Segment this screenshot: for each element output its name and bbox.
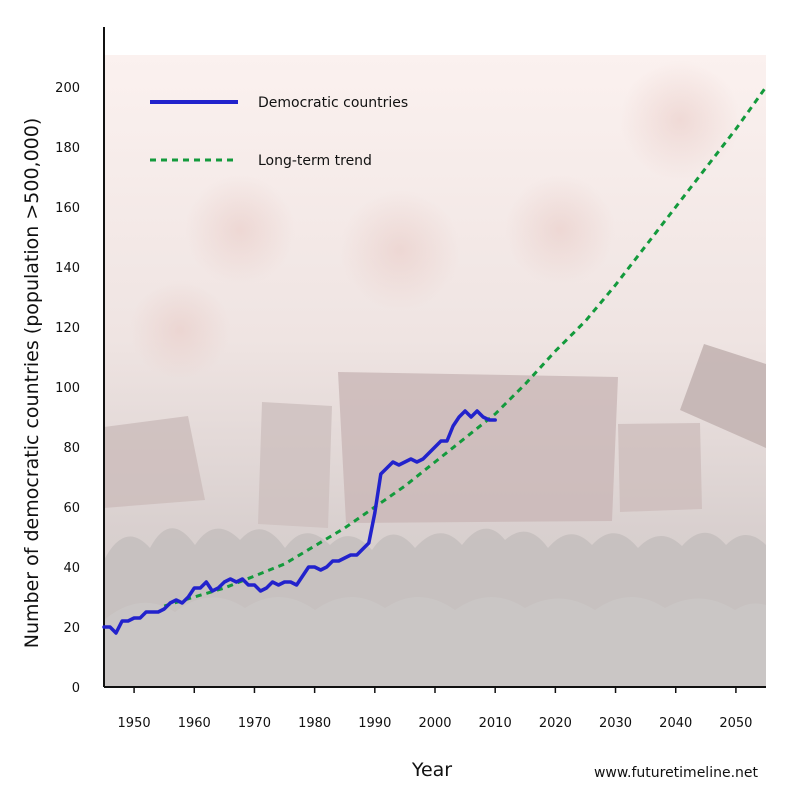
x-tick-label: 2020 [539, 716, 572, 731]
y-tick-label: 140 [55, 261, 80, 276]
legend-label-long-term-trend: Long-term trend [258, 153, 372, 169]
legend-label-democratic-countries: Democratic countries [258, 95, 408, 111]
y-tick-label: 40 [63, 561, 80, 576]
x-tick-label: 2050 [719, 716, 752, 731]
series-layer [102, 86, 768, 635]
x-tick-label: 2010 [479, 716, 512, 731]
source-url-text: www.futuretimeline.net [594, 765, 759, 781]
y-tick-label: 60 [63, 501, 80, 516]
series-line-democratic-countries [102, 409, 497, 635]
legend: Democratic countries Long-term trend [150, 95, 408, 169]
x-tick-label: 2040 [659, 716, 692, 731]
y-tick-label: 180 [55, 141, 80, 156]
y-tick-label: 160 [55, 201, 80, 216]
x-tick-group: 1950 1960 1970 1980 1990 2000 2010 2020 2030 2040… [118, 687, 752, 731]
y-tick-label: 20 [63, 621, 80, 636]
x-tick-label: 1980 [298, 716, 331, 731]
x-axis-title: Year [411, 759, 452, 781]
x-tick-label: 2030 [599, 716, 632, 731]
axes: 1950 1960 1970 1980 1990 2000 2010 2020 2030 2040… [55, 27, 766, 731]
y-tick-label: 200 [55, 81, 80, 96]
y-axis-title: Number of democratic countries (populati… [21, 118, 43, 649]
x-tick-label: 1990 [358, 716, 391, 731]
y-tick-label: 100 [55, 381, 80, 396]
x-tick-label: 2000 [418, 716, 451, 731]
x-tick-label: 1960 [178, 716, 211, 731]
x-tick-label: 1950 [118, 716, 151, 731]
y-tick-label: 80 [63, 441, 80, 456]
x-tick-label: 1970 [238, 716, 271, 731]
y-tick-label: 0 [72, 681, 80, 696]
y-tick-group: 0 20 40 60 80 100 120 140 160 180 200 [55, 81, 80, 696]
y-tick-label: 120 [55, 321, 80, 336]
protest-crowd-background-image [104, 55, 766, 687]
